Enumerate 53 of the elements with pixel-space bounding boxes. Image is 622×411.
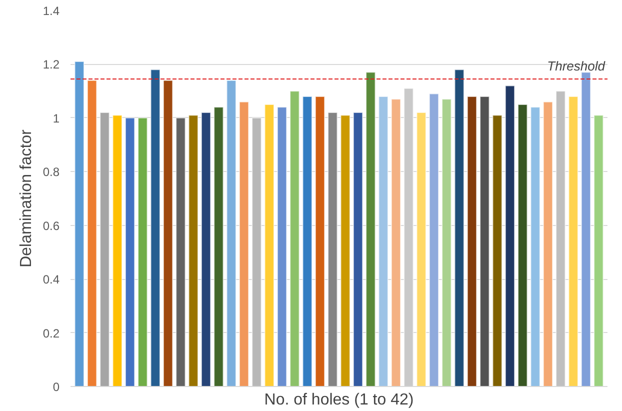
y-tick-label: 0.8	[42, 165, 60, 180]
bar	[492, 114, 502, 386]
bar	[454, 69, 464, 386]
bar	[352, 112, 364, 386]
y-tick-label: 0.4	[42, 272, 60, 287]
y-tick-label: 1	[52, 111, 60, 126]
bar	[568, 96, 578, 386]
bar	[238, 101, 250, 386]
bar	[594, 114, 604, 386]
bar	[176, 117, 186, 386]
bar	[100, 112, 110, 386]
y-tick-label: 0.2	[42, 326, 60, 340]
bar	[276, 106, 288, 386]
bar	[314, 96, 326, 386]
bar	[252, 117, 262, 386]
bar	[390, 98, 402, 386]
bar	[264, 104, 274, 386]
y-tick-label: 1.2	[42, 58, 60, 72]
y-tick-label: 0	[52, 380, 60, 394]
bar	[302, 96, 312, 386]
bar	[86, 80, 98, 386]
bar	[556, 90, 566, 386]
bar	[428, 93, 440, 386]
bar	[404, 88, 414, 386]
bar	[124, 117, 136, 386]
bar	[378, 96, 388, 386]
bar	[200, 112, 212, 386]
bar	[580, 72, 592, 386]
bar	[328, 112, 338, 386]
bar	[466, 96, 478, 386]
bar	[442, 98, 452, 386]
bar	[138, 117, 148, 386]
y-tick-label: 0.6	[42, 218, 60, 233]
ref-line-label: Threshold	[547, 58, 606, 74]
bar	[290, 90, 300, 386]
bar	[162, 80, 174, 386]
y-tick-label: 1.4	[42, 4, 60, 18]
bar	[74, 61, 84, 386]
bar	[226, 80, 236, 386]
bar	[150, 69, 160, 386]
bar	[416, 112, 426, 386]
bar	[504, 85, 516, 386]
bar	[214, 106, 224, 386]
bar	[112, 114, 122, 386]
bar	[366, 72, 376, 386]
bar	[340, 114, 350, 386]
bar	[480, 96, 490, 386]
bar	[518, 104, 528, 386]
y-axis-title: Delamination factor	[18, 128, 35, 268]
x-axis-title: No. of holes (1 to 42)	[264, 392, 414, 408]
bar	[542, 101, 554, 386]
bar	[530, 106, 540, 386]
bar	[188, 114, 198, 386]
